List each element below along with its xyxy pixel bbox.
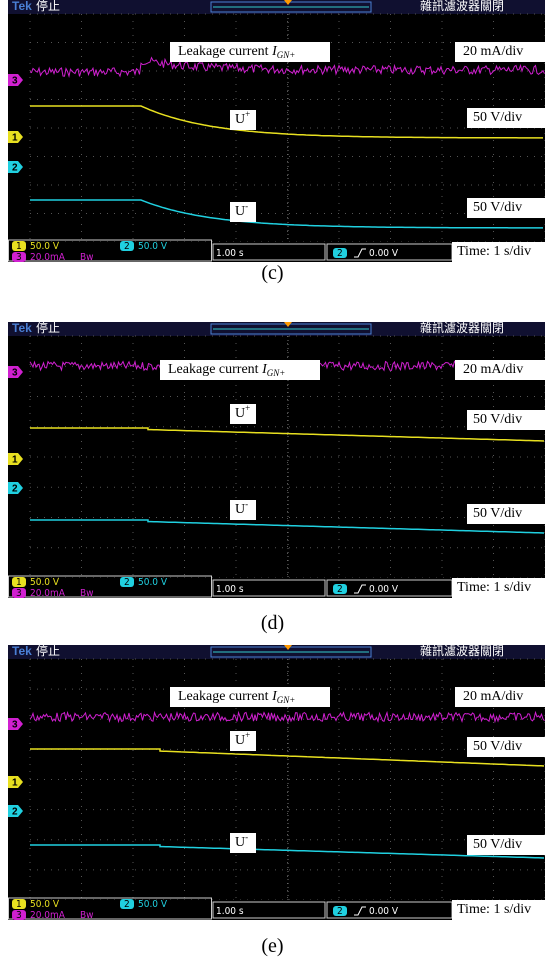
ch3-scale: 20.0mA [30,588,66,598]
channel-marker-label: 2 [12,484,18,495]
channel-chip-label: 2 [337,906,343,917]
run-state: 停止 [36,645,60,658]
timebase: 1.00 s [216,906,244,917]
brand: Tek [12,0,32,13]
text-part: Leakage current [178,689,272,704]
caption: (e) [0,935,545,958]
timebase: 1.00 s [216,584,244,595]
channel-chip-label: 3 [16,588,22,598]
run-state: 停止 [36,0,60,13]
text-part: U [235,406,245,421]
filter-state: 雜訊濾波器關閉 [420,645,504,658]
u-minus-scale: 50 V/div [473,506,522,521]
channel-chip-label: 2 [337,584,343,595]
time-scale: Time: 1 s/div [457,580,531,595]
text-part: Leakage current [168,362,262,377]
channel-marker-label: 3 [12,368,18,379]
channel-chip-label: 1 [16,241,22,252]
text-part: GN+ [277,695,296,705]
channel-chip-label: 3 [16,910,22,920]
trigger-level: 0.00 V [369,906,399,917]
channel-chip-label: 2 [337,248,343,259]
text-part: - [245,832,248,842]
channel-marker-label: 1 [12,778,18,789]
trigger-level: 0.00 V [369,584,399,595]
leakage-scale: 20 mA/div [463,689,523,704]
time-scale: Time: 1 s/div [457,244,531,259]
brand: Tek [12,645,32,658]
text-part: GN+ [277,50,296,60]
text-part: GN+ [267,368,286,378]
channel-marker-label: 3 [12,76,18,87]
text-part: - [245,201,248,211]
text-part: + [245,730,250,740]
text-part: - [245,499,248,509]
ch1-scale: 50.0 V [30,241,60,252]
figure: {"panels": [ {"brand": "Tek", "state": "… [0,0,545,966]
u-plus-scale: 50 V/div [473,412,522,427]
ch2-scale: 50.0 V [138,241,168,252]
ch1-scale: 50.0 V [30,577,60,588]
text-part: U [235,204,245,219]
leakage-scale: 20 mA/div [463,44,523,59]
caption: (c) [0,262,545,285]
text-part: + [245,109,250,119]
text-part: + [245,403,250,413]
channel-marker-label: 1 [12,133,18,144]
text-part: U [235,733,245,748]
filter-state: 雜訊濾波器關閉 [420,322,504,335]
ch2-scale: 50.0 V [138,577,168,588]
channel-marker-label: 3 [12,720,18,731]
background [8,0,545,262]
brand: Tek [12,322,32,335]
bandwidth: Bw [80,910,94,920]
u-minus-scale: 50 V/div [473,200,522,215]
u-plus-scale: 50 V/div [473,110,522,125]
scope-screen: Tek停止雜訊濾波器關閉312Leakage current IGN+20 mA… [8,0,545,262]
bandwidth: Bw [80,252,94,262]
channel-chip-label: 1 [16,577,22,588]
channel-chip-label: 1 [16,899,22,910]
u-minus-scale: 50 V/div [473,837,522,852]
time-scale: Time: 1 s/div [457,902,531,917]
text-part: U [235,835,245,850]
channel-marker-label: 2 [12,163,18,174]
text-part: U [235,502,245,517]
channel-marker-label: 1 [12,455,18,466]
filter-state: 雜訊濾波器關閉 [420,0,504,13]
trigger-level: 0.00 V [369,248,399,259]
bandwidth: Bw [80,588,94,598]
timebase: 1.00 s [216,248,244,259]
ch1-scale: 50.0 V [30,899,60,910]
leakage-scale: 20 mA/div [463,362,523,377]
ch3-scale: 20.0mA [30,910,66,920]
channel-chip-label: 2 [124,577,130,588]
run-state: 停止 [36,322,60,335]
channel-chip-label: 2 [124,899,130,910]
ch2-scale: 50.0 V [138,899,168,910]
text-part: Leakage current [178,44,272,59]
background [8,645,545,920]
ch3-scale: 20.0mA [30,252,66,262]
text-part: U [235,112,245,127]
channel-chip-label: 2 [124,241,130,252]
caption: (d) [0,612,545,635]
channel-chip-label: 3 [16,252,22,262]
u-plus-scale: 50 V/div [473,739,522,754]
channel-marker-label: 2 [12,807,18,818]
